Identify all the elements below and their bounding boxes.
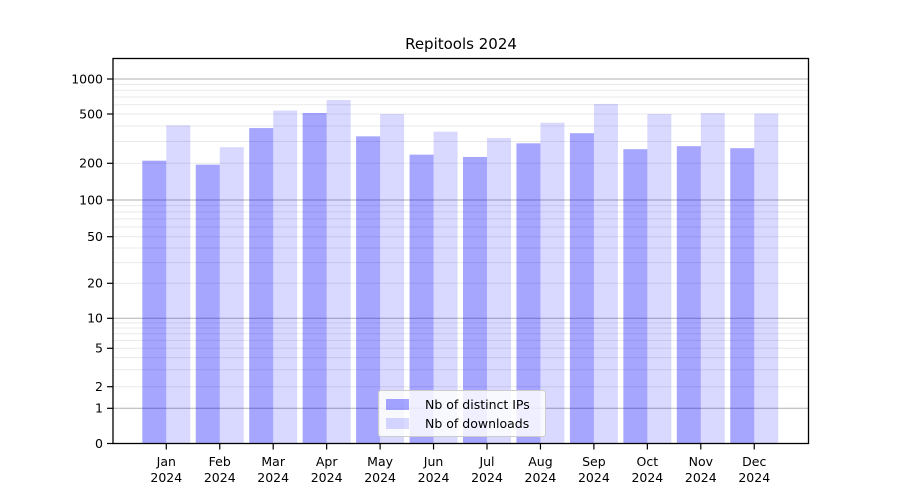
x-tick-label-year: 2024 <box>631 470 663 485</box>
x-tick-label-month: Feb <box>209 454 231 469</box>
x-tick-label-month: Oct <box>637 454 659 469</box>
bar-apr-distinct-ips <box>302 113 327 444</box>
x-tick-label-month: Aug <box>528 454 552 469</box>
y-tick-label: 50 <box>87 229 103 244</box>
bar-mar-downloads <box>273 110 298 444</box>
bar-oct-downloads <box>647 114 672 444</box>
x-tick-label-year: 2024 <box>738 470 770 485</box>
y-tick-label: 500 <box>79 106 103 121</box>
x-tick-label-year: 2024 <box>257 470 289 485</box>
y-tick-label: 100 <box>79 192 103 207</box>
legend-label-downloads: Nb of downloads <box>425 415 530 431</box>
y-tick-label: 0 <box>95 436 103 451</box>
legend: Nb of distinct IPs Nb of downloads <box>378 390 546 437</box>
bar-sep-distinct-ips <box>569 133 594 444</box>
x-tick-label-year: 2024 <box>471 470 503 485</box>
bar-mar-distinct-ips <box>249 128 274 444</box>
y-tick-label: 20 <box>87 276 103 291</box>
bar-may-downloads <box>380 114 405 444</box>
bar-nov-distinct-ips <box>676 146 701 444</box>
x-tick-label-month: Sep <box>582 454 606 469</box>
x-tick-label-month: Jul <box>478 454 494 469</box>
x-tick-label-month: Nov <box>689 454 714 469</box>
x-tick-label-year: 2024 <box>525 470 557 485</box>
y-tick-label: 2 <box>95 379 103 394</box>
legend-item-downloads: Nb of downloads <box>386 416 545 431</box>
x-tick-label-month: Jun <box>423 454 444 469</box>
y-tick-label: 200 <box>79 156 103 171</box>
x-tick-label-month: Apr <box>316 454 338 469</box>
x-tick-label-year: 2024 <box>150 470 182 485</box>
axes-spines <box>112 57 810 445</box>
bar-oct-distinct-ips <box>623 149 648 444</box>
bar-dec-downloads <box>754 113 779 444</box>
x-tick-label-month: Mar <box>261 454 285 469</box>
x-tick-label-month: Dec <box>742 454 766 469</box>
y-tick-label: 5 <box>95 341 103 356</box>
legend-label-distinct-ips: Nb of distinct IPs <box>425 396 530 412</box>
bar-feb-distinct-ips <box>195 164 220 444</box>
bar-sep-downloads <box>593 103 618 444</box>
x-tick-label-year: 2024 <box>685 470 717 485</box>
x-tick-label-month: May <box>367 454 393 469</box>
bar-jan-distinct-ips <box>142 160 167 444</box>
bar-nov-downloads <box>700 113 725 444</box>
x-tick-label-year: 2024 <box>311 470 343 485</box>
bar-feb-downloads <box>219 147 244 444</box>
bar-jan-downloads <box>166 125 191 444</box>
legend-swatch-downloads <box>386 417 409 429</box>
y-tick-label: 1000 <box>71 71 103 86</box>
x-tick-label-year: 2024 <box>578 470 610 485</box>
bar-apr-downloads <box>326 99 351 444</box>
bar-dec-distinct-ips <box>730 148 755 444</box>
x-tick-label-year: 2024 <box>418 470 450 485</box>
x-tick-label-year: 2024 <box>364 470 396 485</box>
chart-title: Repitools 2024 <box>405 35 517 53</box>
x-tick-label-year: 2024 <box>204 470 236 485</box>
x-tick-label-month: Jan <box>156 454 176 469</box>
legend-swatch-distinct-ips <box>386 398 409 410</box>
y-tick-label: 10 <box>87 311 103 326</box>
y-tick-label: 1 <box>95 401 103 416</box>
bar-may-distinct-ips <box>356 136 381 444</box>
legend-item-distinct-ips: Nb of distinct IPs <box>386 397 545 412</box>
